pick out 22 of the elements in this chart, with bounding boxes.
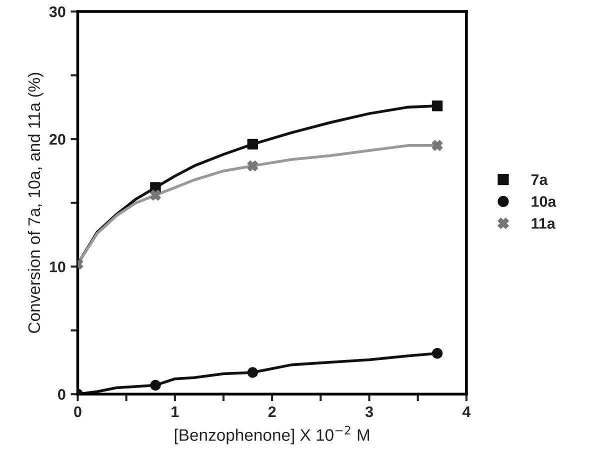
y-axis-title: Conversion of 7a, 10a, and 11a (%) [28,72,44,333]
point [247,138,258,150]
point [247,160,258,172]
legend-label: 7a [531,174,548,186]
y-tick-label: 10 [50,261,66,272]
point [432,140,443,151]
x-axis-title: [Benzophenone] X 10$^{−2}$ M [174,426,370,444]
y-tick-label: 20 [49,134,66,145]
point [247,367,258,378]
y-tick-label: 0 [58,389,66,400]
x-tick-label: 1 [172,406,179,418]
y-tick-label: 30 [49,6,66,18]
point [150,380,161,391]
point [432,348,443,359]
point [150,190,161,201]
legend-label: 10a [532,196,556,207]
x-tick-label: 4 [462,406,471,418]
legend-label: 11a [532,218,556,229]
x-tick-label: 0 [74,406,82,418]
point [432,100,443,112]
x-tick-label: 2 [268,406,276,418]
x-tick-label: 3 [365,406,373,418]
